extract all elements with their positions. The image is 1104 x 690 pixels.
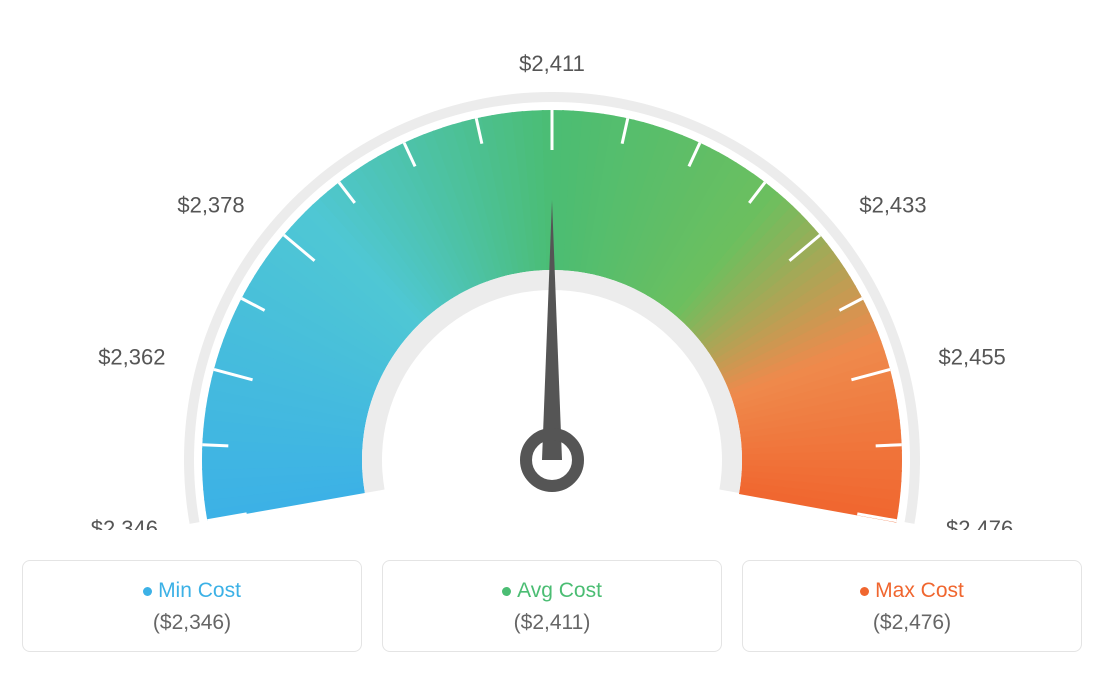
gauge-tick-label: $2,476 xyxy=(946,516,1013,530)
legend-label: Max Cost xyxy=(875,579,964,602)
gauge-tick xyxy=(202,445,228,446)
legend-card-avg: Avg Cost ($2,411) xyxy=(382,560,722,652)
legend-value: ($2,346) xyxy=(33,611,351,635)
cost-gauge-chart: $2,346 $2,362 $2,378 $2,411 $2,433 $2,455 $2,4… xyxy=(52,20,1052,530)
legend-label: Min Cost xyxy=(158,579,241,602)
legend-title-max: Max Cost xyxy=(753,579,1071,603)
gauge-tick-label: $2,378 xyxy=(177,192,244,217)
legend-value: ($2,411) xyxy=(393,611,711,635)
cost-gauge-container: $2,346 $2,362 $2,378 $2,411 $2,433 $2,455 $2,4… xyxy=(20,20,1084,652)
dot-icon xyxy=(143,587,152,596)
gauge-wrap: $2,346 $2,362 $2,378 $2,411 $2,433 $2,455 $2,4… xyxy=(20,20,1084,530)
legend-label: Avg Cost xyxy=(517,579,602,602)
dot-icon xyxy=(502,587,511,596)
gauge-tick xyxy=(876,445,902,446)
gauge-tick-label: $2,455 xyxy=(939,345,1006,370)
legend-card-min: Min Cost ($2,346) xyxy=(22,560,362,652)
dot-icon xyxy=(860,587,869,596)
legend-title-min: Min Cost xyxy=(33,579,351,603)
gauge-tick-label: $2,362 xyxy=(98,345,165,370)
gauge-tick-label: $2,411 xyxy=(519,51,585,76)
legend-value: ($2,476) xyxy=(753,611,1071,635)
legend-row: Min Cost ($2,346) Avg Cost ($2,411) Max Cost… xyxy=(20,560,1084,652)
gauge-tick-label: $2,346 xyxy=(91,516,158,530)
gauge-tick-label: $2,433 xyxy=(859,192,926,217)
legend-title-avg: Avg Cost xyxy=(393,579,711,603)
legend-card-max: Max Cost ($2,476) xyxy=(742,560,1082,652)
